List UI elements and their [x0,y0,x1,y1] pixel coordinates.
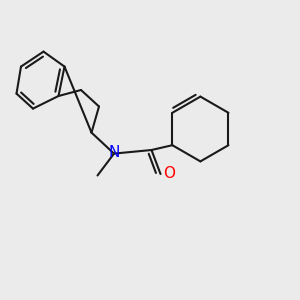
Text: O: O [163,167,175,182]
Text: N: N [108,145,120,160]
